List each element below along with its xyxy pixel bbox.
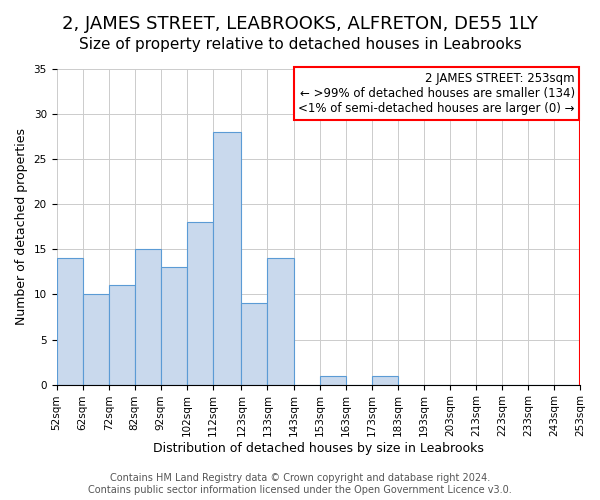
Y-axis label: Number of detached properties: Number of detached properties — [15, 128, 28, 326]
Bar — [134, 250, 161, 384]
Bar — [320, 376, 346, 384]
Bar — [241, 304, 268, 384]
Bar — [56, 258, 83, 384]
Bar — [83, 294, 109, 384]
Text: Size of property relative to detached houses in Leabrooks: Size of property relative to detached ho… — [79, 38, 521, 52]
Bar — [161, 268, 187, 384]
Bar — [213, 132, 241, 384]
Bar — [187, 222, 213, 384]
Bar — [268, 258, 293, 384]
Text: 2, JAMES STREET, LEABROOKS, ALFRETON, DE55 1LY: 2, JAMES STREET, LEABROOKS, ALFRETON, DE… — [62, 15, 538, 33]
Text: Contains HM Land Registry data © Crown copyright and database right 2024.
Contai: Contains HM Land Registry data © Crown c… — [88, 474, 512, 495]
Text: 2 JAMES STREET: 253sqm
← >99% of detached houses are smaller (134)
<1% of semi-d: 2 JAMES STREET: 253sqm ← >99% of detache… — [298, 72, 575, 115]
Bar — [371, 376, 398, 384]
X-axis label: Distribution of detached houses by size in Leabrooks: Distribution of detached houses by size … — [153, 442, 484, 455]
Bar — [109, 286, 134, 384]
